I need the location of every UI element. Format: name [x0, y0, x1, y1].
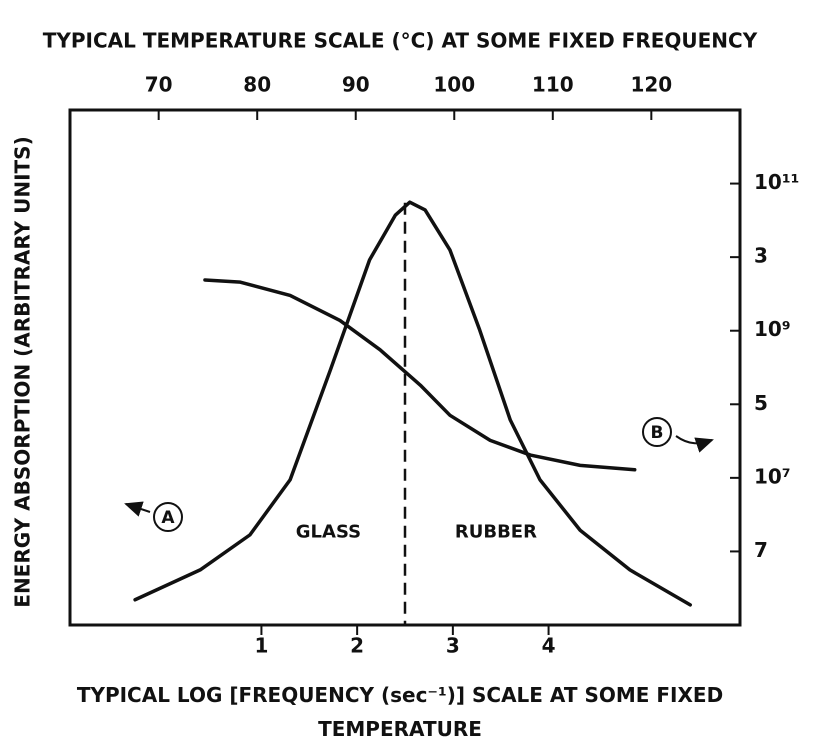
curve [133, 200, 692, 607]
y2-tick-label: 10⁹ [754, 317, 791, 341]
x2-tick-label: 70 [145, 73, 173, 97]
arrow-a [124, 501, 151, 517]
x-tick-label: 3 [446, 634, 460, 658]
x-axis-label: TYPICAL LOG [FREQUENCY (sec⁻¹)] SCALE AT… [76, 683, 724, 741]
legend-label: A [161, 508, 175, 528]
curve [203, 278, 637, 472]
legend-circle [642, 417, 672, 447]
annotation: GLASS [296, 521, 361, 542]
x2-tick-label: 120 [630, 73, 672, 97]
legend-label: B [651, 423, 664, 443]
annotation: RUBBER [455, 521, 537, 542]
x2-tick-label: 100 [433, 73, 475, 97]
legend-circle [153, 502, 183, 532]
y-axis-label: ENERGY ABSORPTION (ARBITRARY UNITS) [11, 136, 35, 607]
y2-tick-label: 7 [754, 538, 768, 562]
x-tick-label: 2 [350, 634, 364, 658]
x2-tick-label: 90 [342, 73, 370, 97]
x2-tick-label: 80 [243, 73, 271, 97]
y2-tick-label: 10¹¹ [754, 170, 799, 194]
y2-tick-label: 3 [754, 244, 768, 268]
x2-tick-label: 110 [532, 73, 574, 97]
y2-tick-label: 5 [754, 391, 768, 415]
x2-axis-label: TYPICAL TEMPERATURE SCALE (°C) AT SOME F… [43, 29, 758, 53]
arrow-b [675, 435, 714, 453]
y2-tick-label: 10⁷ [754, 464, 791, 488]
x-tick-label: 4 [542, 634, 556, 658]
x-tick-label: 1 [254, 634, 268, 658]
